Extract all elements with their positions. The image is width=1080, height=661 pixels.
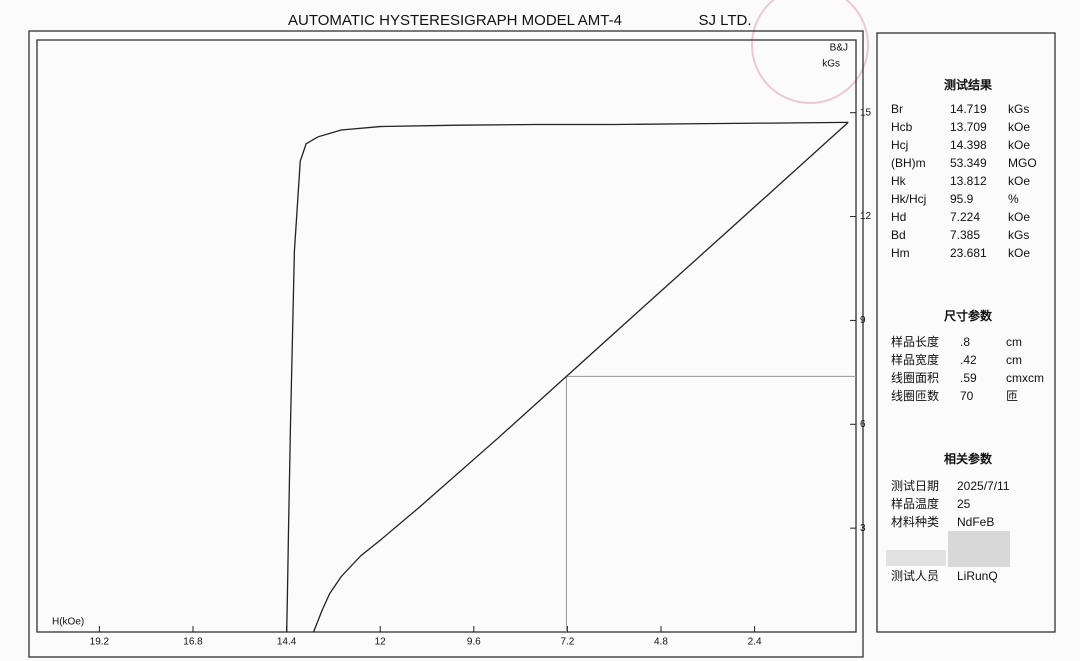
panel-cell: Br (891, 102, 903, 116)
y-tick-label: 3 (860, 523, 866, 534)
panel-cell: 样品长度 (891, 334, 939, 349)
panel-cell: kGs (1008, 228, 1029, 242)
panel-cell: 样品温度 (891, 496, 939, 511)
panel-cell: 2025/7/11 (957, 479, 1010, 493)
chart-subtitle: SJ LTD. (698, 12, 751, 29)
section-title: 相关参数 (944, 451, 993, 466)
panel-cell: Hcb (891, 120, 913, 134)
panel-cell: kOe (1008, 138, 1030, 152)
y-tick-label: 6 (860, 419, 866, 430)
y-tick-label: 12 (860, 211, 872, 222)
y-axis-unit: kGs (822, 59, 840, 70)
x-tick-label: 7.2 (560, 637, 574, 648)
x-tick-label: 19.2 (90, 637, 110, 648)
panel-cell: cmxcm (1006, 371, 1044, 385)
panel-cell: 样品宽度 (891, 352, 939, 367)
x-tick-label: 14.4 (277, 637, 297, 648)
panel-cell: Hk/Hcj (891, 192, 926, 206)
panel-cell: % (1008, 192, 1019, 206)
panel-cell: 70 (960, 389, 974, 403)
x-tick-label: 2.4 (748, 637, 762, 648)
stamp (751, 0, 869, 104)
panel-cell: cm (1006, 335, 1022, 349)
curve (312, 121, 849, 633)
plot-frame (36, 39, 857, 633)
panel-cell: kGs (1008, 102, 1029, 116)
panel-cell: 13.812 (950, 174, 987, 188)
x-tick-label: 4.8 (654, 637, 668, 648)
chart-title: AUTOMATIC HYSTERESIGRAPH MODEL AMT-4 (288, 12, 622, 29)
panel-cell: 匝 (1006, 389, 1018, 403)
panel-cell: 线圈匝数 (891, 388, 939, 403)
panel-cell: 95.9 (950, 192, 974, 206)
panel-cell: 7.385 (950, 228, 980, 242)
panel-cell: .8 (960, 335, 970, 349)
section-title: 尺寸参数 (944, 308, 993, 323)
y-tick-label: 9 (860, 315, 866, 326)
x-tick-label: 12 (375, 637, 387, 648)
panel-cell: 线圈面积 (891, 371, 939, 385)
panel-cell: cm (1006, 353, 1022, 367)
curve (286, 121, 849, 633)
panel-cell: 14.719 (950, 102, 987, 116)
panel-cell: 23.681 (950, 246, 987, 260)
panel-cell: MGO (1008, 156, 1037, 170)
panel-frame (876, 32, 1056, 633)
panel-cell: Hm (891, 246, 910, 260)
panel-cell: kOe (1008, 246, 1030, 260)
panel-cell: .42 (960, 353, 977, 367)
panel-cell: 7.224 (950, 210, 980, 224)
panel-cell: kOe (1008, 210, 1030, 224)
panel-cell: .59 (960, 371, 977, 385)
panel-cell: 25 (957, 497, 971, 511)
blurred-row (886, 550, 946, 566)
y-axis-label: B&J (830, 43, 848, 54)
panel-cell: Bd (891, 228, 906, 242)
panel-cell: Hd (891, 210, 906, 224)
y-tick-label: 15 (860, 107, 872, 118)
panel-cell: 测试人员 (891, 568, 939, 583)
x-tick-label: 9.6 (467, 637, 481, 648)
panel-cell: LiRunQ (957, 569, 998, 583)
panel-cell: (BH)m (891, 156, 926, 170)
panel-cell: 53.349 (950, 156, 987, 170)
panel-cell: 13.709 (950, 120, 987, 134)
panel-cell: NdFeB (957, 515, 994, 529)
panel-cell: 测试日期 (891, 478, 939, 493)
section-title: 测试结果 (944, 77, 992, 92)
x-tick-label: 16.8 (183, 637, 203, 648)
panel-cell: Hcj (891, 138, 908, 152)
panel-cell: 14.398 (950, 138, 987, 152)
panel-cell: 材料种类 (891, 515, 939, 529)
x-axis-label: H(kOe) (52, 617, 84, 628)
panel-cell: kOe (1008, 120, 1030, 134)
blurred-row (948, 531, 1010, 567)
outer-frame (28, 30, 864, 658)
panel-cell: Hk (891, 174, 907, 188)
panel-cell: kOe (1008, 174, 1030, 188)
